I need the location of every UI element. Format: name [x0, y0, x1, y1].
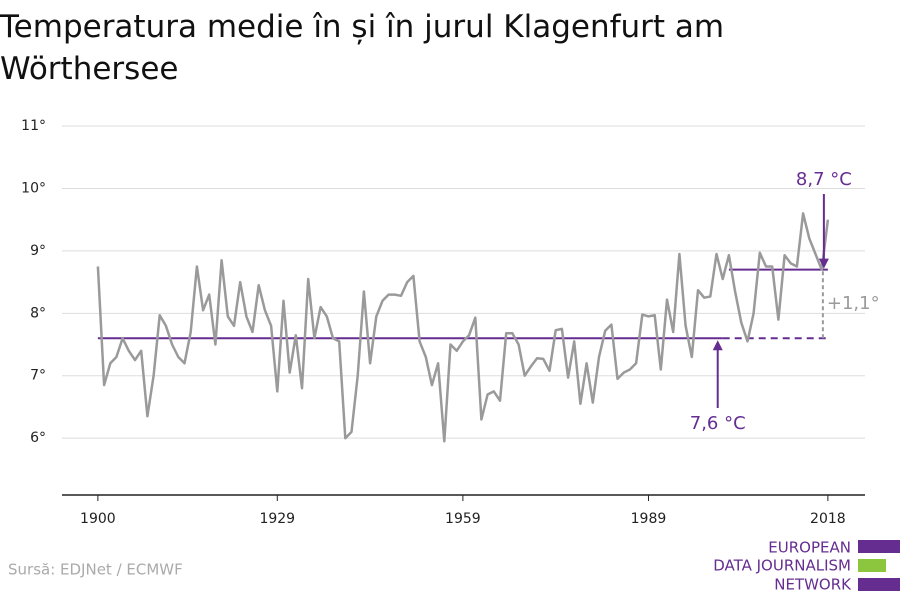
logo-bar [858, 578, 900, 591]
logo-bar [858, 559, 886, 572]
x-tick-label: 1959 [445, 511, 481, 527]
y-tick-label: 9° [30, 243, 46, 259]
title-line: Temperatura medie în și în jurul Klagenf… [0, 9, 724, 45]
y-tick-label: 10° [21, 180, 46, 196]
title-line: Wörthersee [0, 51, 178, 87]
logo-bar [858, 540, 900, 553]
y-tick-label: 11° [21, 118, 46, 134]
x-tick-label: 1929 [259, 511, 295, 527]
line-series [96, 212, 830, 443]
x-tick-label: 1989 [631, 511, 667, 527]
y-tick-label: 7° [30, 368, 46, 384]
chart-title: Temperatura medie în și în jurul Klagenf… [0, 9, 734, 87]
difference-label: +1,1° [827, 293, 880, 314]
logo-text: DATA JOURNALISM [713, 557, 851, 575]
x-tick-label: 1900 [80, 511, 116, 527]
x-tick-label: 2018 [810, 511, 846, 527]
annotation-label: 8,7 °C [796, 169, 852, 190]
arrow-head [712, 340, 723, 351]
y-tick-label: 6° [30, 430, 46, 446]
y-tick-label: 8° [30, 305, 46, 321]
source: Sursă: EDJNet / ECMWF [8, 561, 183, 579]
arrow-head [818, 258, 829, 269]
logo-text: NETWORK [774, 576, 852, 594]
logo-text: EUROPEAN [768, 539, 851, 557]
annotation-label: 7,6 °C [690, 413, 746, 434]
